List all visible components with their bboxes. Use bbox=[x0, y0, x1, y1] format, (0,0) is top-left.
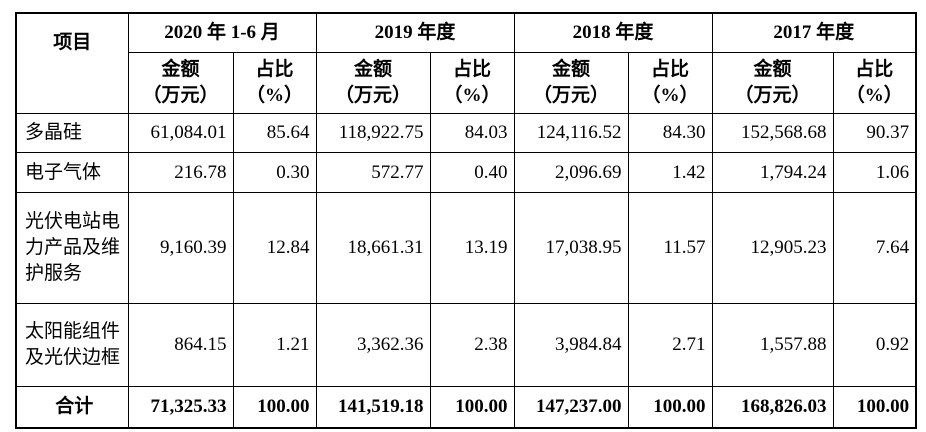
amount-header: 金额 （万元） bbox=[127, 52, 234, 114]
amount-header: 金额 （万元） bbox=[513, 52, 629, 114]
cell-ratio: 2.38 bbox=[429, 303, 515, 387]
total-amount: 71,325.33 bbox=[127, 386, 234, 429]
cell-ratio: 7.64 bbox=[832, 192, 917, 304]
cell-ratio: 11.57 bbox=[627, 192, 713, 304]
cell-amount: 1,794.24 bbox=[711, 152, 834, 193]
cell-amount: 3,362.36 bbox=[315, 303, 431, 387]
cell-ratio: 13.19 bbox=[429, 192, 515, 304]
row-label: 光伏电站电力产品及维护服务 bbox=[15, 192, 129, 304]
cell-amount: 152,568.68 bbox=[711, 113, 834, 153]
cell-amount: 18,661.31 bbox=[315, 192, 431, 304]
cell-amount: 61,084.01 bbox=[127, 113, 234, 153]
cell-amount: 2,096.69 bbox=[513, 152, 629, 193]
cell-ratio: 90.37 bbox=[832, 113, 917, 153]
ratio-header: 占比 （%） bbox=[627, 52, 713, 114]
cell-ratio: 1.42 bbox=[627, 152, 713, 193]
row-label: 太阳能组件及光伏边框 bbox=[15, 303, 129, 387]
cell-amount: 1,557.88 bbox=[711, 303, 834, 387]
ratio-header: 占比 （%） bbox=[429, 52, 515, 114]
cell-ratio: 0.40 bbox=[429, 152, 515, 193]
row-label: 多晶硅 bbox=[15, 113, 129, 153]
amount-header: 金额 （万元） bbox=[711, 52, 834, 114]
total-ratio: 100.00 bbox=[232, 386, 317, 429]
total-amount: 168,826.03 bbox=[711, 386, 834, 429]
cell-ratio: 1.21 bbox=[232, 303, 317, 387]
cell-ratio: 84.30 bbox=[627, 113, 713, 153]
header-row-columns: 金额 （万元） 占比 （%） 金额 （万元） 占比 （%） 金额 （万元） 占比 （%） 金… bbox=[16, 52, 917, 114]
total-amount: 147,237.00 bbox=[513, 386, 629, 429]
ratio-header: 占比 （%） bbox=[232, 52, 317, 114]
cell-amount: 216.78 bbox=[127, 152, 234, 193]
header-item: 项目 bbox=[15, 12, 129, 114]
amount-header: 金额 （万元） bbox=[315, 52, 431, 114]
ratio-header: 占比 （%） bbox=[832, 52, 917, 114]
period-header: 2020 年 1-6 月 bbox=[127, 12, 317, 53]
cell-amount: 12,905.23 bbox=[711, 192, 834, 304]
table-row: 太阳能组件及光伏边框 864.15 1.21 3,362.36 2.38 3,9… bbox=[15, 303, 917, 387]
cell-ratio: 85.64 bbox=[232, 113, 317, 153]
cell-ratio: 2.71 bbox=[627, 303, 713, 387]
table-row: 光伏电站电力产品及维护服务 9,160.39 12.84 18,661.31 1… bbox=[15, 192, 917, 304]
period-header: 2019 年度 bbox=[315, 12, 515, 53]
table-container: 项目 2020 年 1-6 月 2019 年度 2018 年度 2017 年度 … bbox=[15, 12, 918, 429]
total-ratio: 100.00 bbox=[832, 386, 917, 429]
cell-amount: 124,116.52 bbox=[513, 113, 629, 153]
total-row: 合计 71,325.33 100.00 141,519.18 100.00 14… bbox=[15, 386, 917, 429]
cell-ratio: 1.06 bbox=[832, 152, 917, 193]
cell-amount: 9,160.39 bbox=[127, 192, 234, 304]
total-ratio: 100.00 bbox=[627, 386, 713, 429]
period-header: 2018 年度 bbox=[513, 12, 713, 53]
header-row-periods: 项目 2020 年 1-6 月 2019 年度 2018 年度 2017 年度 bbox=[15, 12, 917, 114]
cell-ratio: 0.30 bbox=[232, 152, 317, 193]
row-label: 电子气体 bbox=[15, 152, 129, 193]
cell-ratio: 12.84 bbox=[232, 192, 317, 304]
cell-ratio: 84.03 bbox=[429, 113, 515, 153]
revenue-table: 项目 2020 年 1-6 月 2019 年度 2018 年度 2017 年度 … bbox=[15, 12, 918, 429]
total-label: 合计 bbox=[15, 386, 129, 429]
cell-amount: 572.77 bbox=[315, 152, 431, 193]
table-row: 电子气体 216.78 0.30 572.77 0.40 2,096.69 1.… bbox=[15, 152, 917, 193]
cell-amount: 3,984.84 bbox=[513, 303, 629, 387]
cell-amount: 864.15 bbox=[127, 303, 234, 387]
total-amount: 141,519.18 bbox=[315, 386, 431, 429]
total-ratio: 100.00 bbox=[429, 386, 515, 429]
cell-ratio: 0.92 bbox=[832, 303, 917, 387]
cell-amount: 17,038.95 bbox=[513, 192, 629, 304]
period-header: 2017 年度 bbox=[711, 12, 917, 53]
cell-amount: 118,922.75 bbox=[315, 113, 431, 153]
table-row: 多晶硅 61,084.01 85.64 118,922.75 84.03 124… bbox=[15, 113, 917, 153]
